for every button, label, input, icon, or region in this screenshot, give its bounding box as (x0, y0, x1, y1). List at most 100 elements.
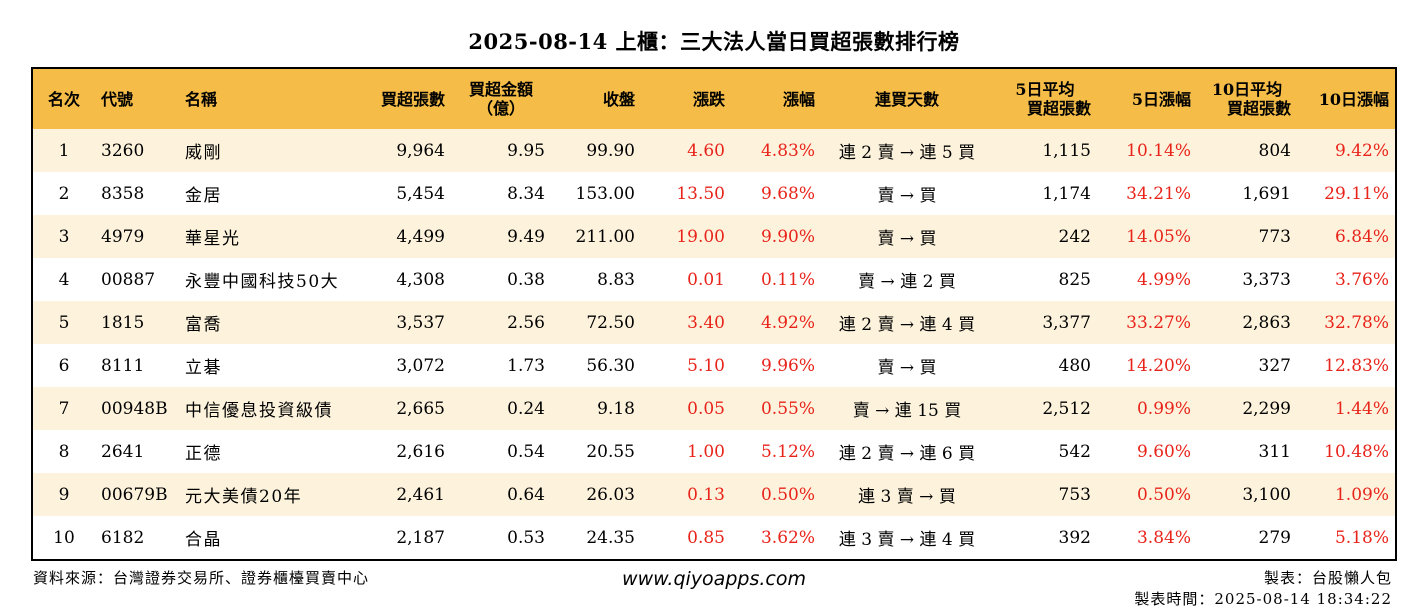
cell-code: 1815 (95, 301, 179, 344)
cell-buy-amount: 0.64 (451, 473, 551, 516)
cell-change-pct: 9.96% (731, 344, 821, 387)
col-header-pct10: 10日漲幅 (1297, 69, 1395, 129)
cell-code: 8358 (95, 172, 179, 215)
cell-name: 威剛 (179, 129, 349, 172)
cell-change: 0.85 (641, 516, 731, 559)
cell-avg5: 542 (993, 430, 1097, 473)
col-header-streak: 連買天數 (821, 69, 993, 129)
cell-code: 3260 (95, 129, 179, 172)
table-row: 8 2641 正德 2,616 0.54 20.55 1.00 5.12% 連 … (33, 430, 1395, 473)
cell-avg10: 279 (1197, 516, 1297, 559)
cell-change: 3.40 (641, 301, 731, 344)
cell-rank: 5 (33, 301, 95, 344)
cell-buy-lots: 5,454 (349, 172, 451, 215)
cell-avg10: 2,299 (1197, 387, 1297, 430)
cell-change: 0.01 (641, 258, 731, 301)
cell-buy-amount: 9.95 (451, 129, 551, 172)
cell-avg5: 2,512 (993, 387, 1097, 430)
cell-pct10: 29.11% (1297, 172, 1395, 215)
cell-pct5: 14.05% (1097, 215, 1197, 258)
table-row: 7 00948B 中信優息投資級債 2,665 0.24 9.18 0.05 0… (33, 387, 1395, 430)
cell-change-pct: 5.12% (731, 430, 821, 473)
cell-avg10: 327 (1197, 344, 1297, 387)
col-header-avg10-line1: 10日平均 (1211, 80, 1283, 99)
cell-buy-amount: 0.53 (451, 516, 551, 559)
cell-pct5: 10.14% (1097, 129, 1197, 172)
cell-buy-amount: 0.24 (451, 387, 551, 430)
cell-name: 元大美債20年 (179, 473, 349, 516)
col-header-close: 收盤 (551, 69, 641, 129)
cell-code: 00679B (95, 473, 179, 516)
cell-code: 2641 (95, 430, 179, 473)
cell-pct5: 3.84% (1097, 516, 1197, 559)
cell-avg5: 825 (993, 258, 1097, 301)
cell-close: 20.55 (551, 430, 641, 473)
cell-buy-lots: 2,187 (349, 516, 451, 559)
website-link[interactable]: www.qiyoapps.com (622, 568, 806, 590)
cell-rank: 6 (33, 344, 95, 387)
cell-rank: 8 (33, 430, 95, 473)
cell-avg5: 392 (993, 516, 1097, 559)
cell-close: 153.00 (551, 172, 641, 215)
cell-pct10: 5.18% (1297, 516, 1395, 559)
cell-pct10: 1.44% (1297, 387, 1395, 430)
cell-pct5: 4.99% (1097, 258, 1197, 301)
col-header-change: 漲跌 (641, 69, 731, 129)
cell-buy-lots: 4,308 (349, 258, 451, 301)
cell-pct10: 32.78% (1297, 301, 1395, 344)
cell-buy-amount: 0.38 (451, 258, 551, 301)
cell-pct5: 33.27% (1097, 301, 1197, 344)
cell-pct5: 14.20% (1097, 344, 1197, 387)
cell-pct10: 9.42% (1297, 129, 1395, 172)
cell-pct5: 0.50% (1097, 473, 1197, 516)
cell-avg10: 3,100 (1197, 473, 1297, 516)
cell-buy-amount: 2.56 (451, 301, 551, 344)
col-header-avg10-line2: 買超張數 (1226, 99, 1291, 118)
cell-pct10: 6.84% (1297, 215, 1395, 258)
col-header-code: 代號 (95, 69, 179, 129)
cell-rank: 7 (33, 387, 95, 430)
cell-streak: 賣 → 連 15 買 (821, 387, 993, 430)
cell-buy-amount: 1.73 (451, 344, 551, 387)
cell-change-pct: 0.11% (731, 258, 821, 301)
cell-rank: 3 (33, 215, 95, 258)
cell-name: 富喬 (179, 301, 349, 344)
cell-avg5: 1,174 (993, 172, 1097, 215)
cell-close: 211.00 (551, 215, 641, 258)
table-header-row: 名次 代號 名稱 買超張數 買超金額 （億） 收盤 漲跌 漲幅 連買天數 5日平… (33, 69, 1395, 129)
page-title: 2025-08-14 上櫃：三大法人當日買超張數排行榜 (468, 29, 960, 54)
cell-name: 金居 (179, 172, 349, 215)
cell-code: 6182 (95, 516, 179, 559)
cell-close: 24.35 (551, 516, 641, 559)
col-header-change-pct: 漲幅 (731, 69, 821, 129)
cell-streak: 連 2 賣 → 連 5 買 (821, 129, 993, 172)
cell-code: 4979 (95, 215, 179, 258)
cell-avg5: 480 (993, 344, 1097, 387)
cell-avg5: 242 (993, 215, 1097, 258)
cell-pct5: 9.60% (1097, 430, 1197, 473)
cell-code: 8111 (95, 344, 179, 387)
cell-streak: 連 3 賣 → 買 (821, 473, 993, 516)
cell-change-pct: 4.83% (731, 129, 821, 172)
col-header-buy-lots: 買超張數 (349, 69, 451, 129)
cell-avg10: 2,863 (1197, 301, 1297, 344)
cell-rank: 4 (33, 258, 95, 301)
cell-pct10: 3.76% (1297, 258, 1395, 301)
made-time-note: 製表時間：2025-08-14 18:34:22 (1134, 590, 1392, 608)
cell-change-pct: 9.90% (731, 215, 821, 258)
col-header-avg5: 5日平均 買超張數 (993, 69, 1097, 129)
cell-buy-amount: 0.54 (451, 430, 551, 473)
cell-buy-amount: 8.34 (451, 172, 551, 215)
cell-streak: 賣 → 連 2 買 (821, 258, 993, 301)
cell-close: 72.50 (551, 301, 641, 344)
ranking-table: 名次 代號 名稱 買超張數 買超金額 （億） 收盤 漲跌 漲幅 連買天數 5日平… (33, 69, 1395, 559)
cell-avg5: 3,377 (993, 301, 1097, 344)
col-header-rank: 名次 (33, 69, 95, 129)
cell-avg10: 311 (1197, 430, 1297, 473)
col-header-avg5-line1: 5日平均 (1015, 80, 1075, 99)
cell-name: 華星光 (179, 215, 349, 258)
cell-avg5: 753 (993, 473, 1097, 516)
table-row: 10 6182 合晶 2,187 0.53 24.35 0.85 3.62% 連… (33, 516, 1395, 559)
cell-name: 中信優息投資級債 (179, 387, 349, 430)
cell-avg10: 804 (1197, 129, 1297, 172)
